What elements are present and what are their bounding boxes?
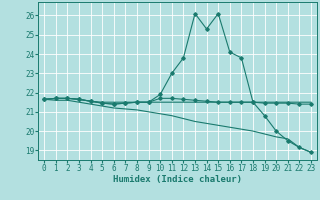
X-axis label: Humidex (Indice chaleur): Humidex (Indice chaleur) <box>113 175 242 184</box>
